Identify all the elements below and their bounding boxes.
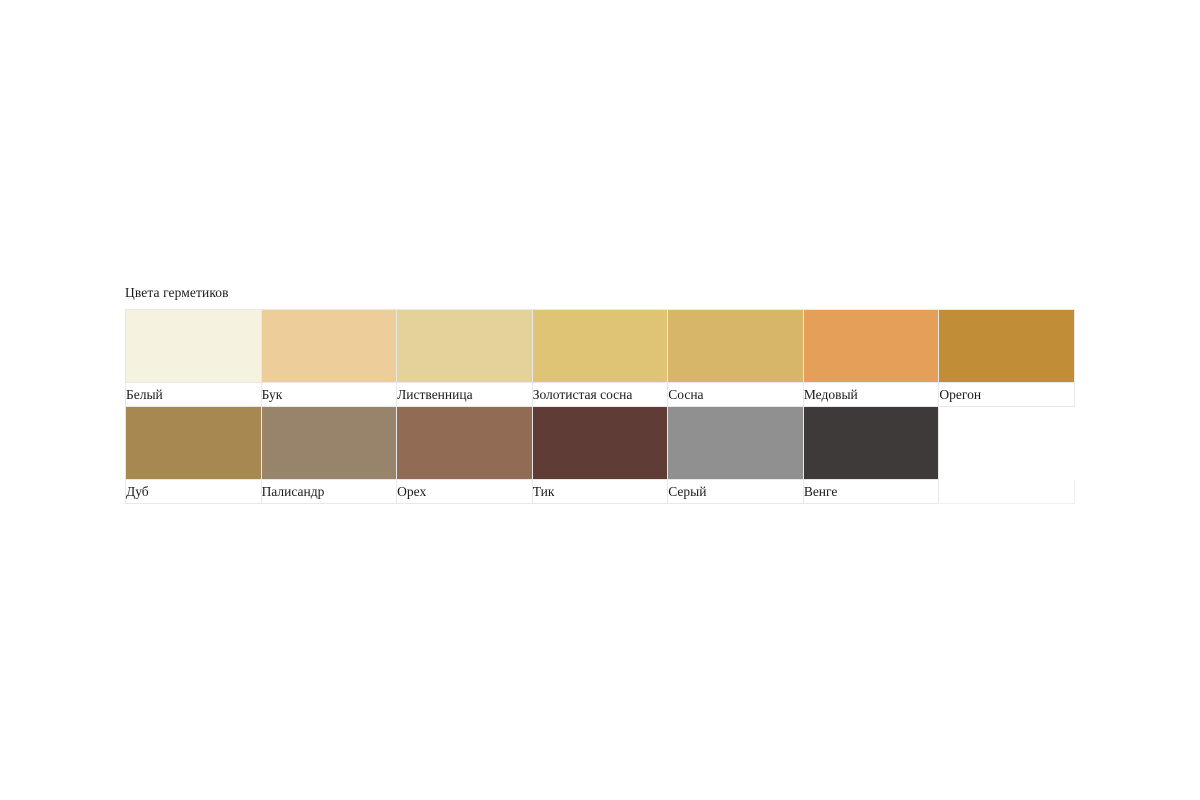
color-label: Сосна: [667, 382, 804, 407]
color-label: Белый: [125, 382, 262, 407]
color-palette-table: Белый Бук Лиственница Золотистая сосна С…: [125, 309, 1075, 504]
color-label: Серый: [667, 479, 804, 504]
color-swatch[interactable]: [260, 309, 398, 383]
color-label: Венге: [802, 479, 940, 504]
color-swatch[interactable]: [938, 309, 1075, 383]
color-swatch[interactable]: [802, 309, 940, 383]
color-swatch[interactable]: [531, 406, 669, 480]
color-label: Бук: [260, 382, 398, 407]
color-swatch[interactable]: [531, 309, 669, 383]
color-label: Золотистая сосна: [531, 382, 669, 407]
label-row: Белый Бук Лиственница Золотистая сосна С…: [125, 382, 1075, 407]
color-label-empty: [938, 479, 1075, 504]
palette-container: Цвета герметиков Белый Бук Лиственница З…: [125, 285, 1075, 504]
color-swatch-empty: [938, 406, 1075, 480]
color-swatch[interactable]: [396, 309, 533, 383]
color-label: Медовый: [802, 382, 940, 407]
color-label: Дуб: [125, 479, 262, 504]
color-swatch[interactable]: [125, 406, 262, 480]
color-swatch[interactable]: [802, 406, 940, 480]
swatch-row: [125, 309, 1075, 383]
color-label: Лиственница: [396, 382, 533, 407]
palette-body: Белый Бук Лиственница Золотистая сосна С…: [125, 309, 1075, 504]
color-label: Орегон: [938, 382, 1075, 407]
swatch-row: [125, 406, 1075, 480]
color-label: Тик: [531, 479, 669, 504]
color-label: Орех: [396, 479, 533, 504]
color-label: Палисандр: [260, 479, 398, 504]
page-title: Цвета герметиков: [125, 285, 229, 300]
color-swatch[interactable]: [667, 309, 804, 383]
color-swatch[interactable]: [125, 309, 262, 383]
color-swatch[interactable]: [396, 406, 533, 480]
color-swatch[interactable]: [667, 406, 804, 480]
color-swatch[interactable]: [260, 406, 398, 480]
label-row: Дуб Палисандр Орех Тик Серый Венге: [125, 479, 1075, 504]
